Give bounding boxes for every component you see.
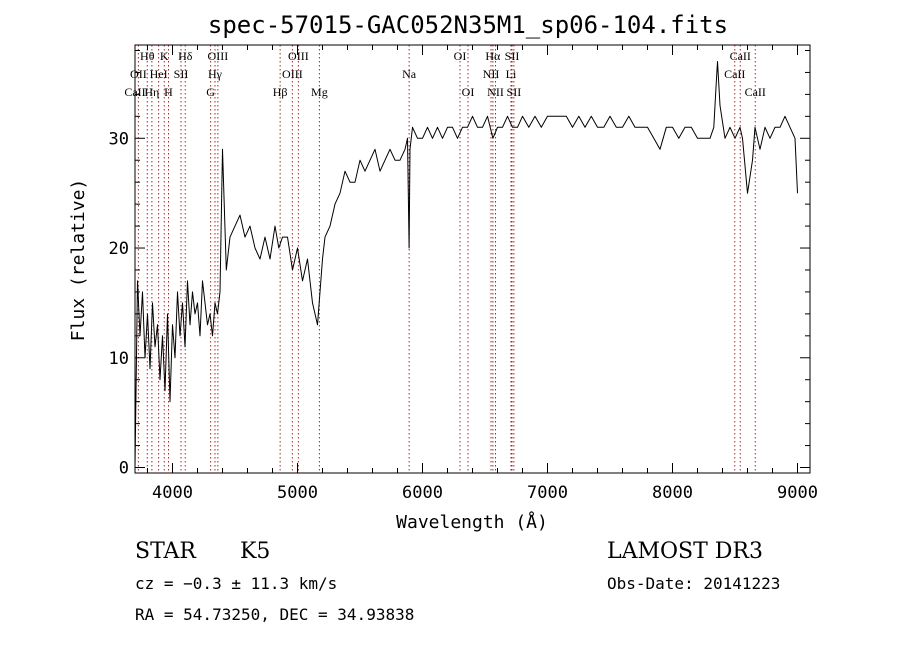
line-label-24: SII xyxy=(507,85,522,99)
line-label-11: G xyxy=(206,85,215,99)
subclass-label: K5 xyxy=(240,539,270,564)
line-label-18: OI xyxy=(462,85,475,99)
line-label-4: HeI xyxy=(150,67,168,81)
y-tick-label-0: 0 xyxy=(119,459,129,479)
y-tick-label-1: 10 xyxy=(109,349,129,369)
line-label-19: Hα xyxy=(485,49,501,63)
line-label-9: OIII xyxy=(208,49,229,63)
line-label-12: OIII xyxy=(288,49,309,63)
spectrum-line-0 xyxy=(134,61,798,468)
line-label-6: Hδ xyxy=(178,49,193,63)
x-tick-label-1: 5000 xyxy=(277,483,318,503)
line-label-15: Mg xyxy=(311,85,328,99)
line-label-17: OI xyxy=(454,49,467,63)
coordinates-label: RA = 54.73250, DEC = 34.93838 xyxy=(135,605,414,624)
line-label-10: Hγ xyxy=(208,67,223,81)
axis-ticks: 4000 5000 6000 7000 8000 9000 0 10 20 30 xyxy=(109,45,818,503)
spectrum-series xyxy=(134,61,798,468)
y-axis-label: Flux (relative) xyxy=(68,179,89,342)
x-tick-label-3: 7000 xyxy=(527,483,568,503)
line-label-22: Li xyxy=(506,67,517,81)
line-label-23: NII xyxy=(487,85,504,99)
line-label-26: CaII xyxy=(724,67,745,81)
redshift-label: cz = −0.3 ± 11.3 km/s xyxy=(135,574,337,593)
y-tick-label-3: 30 xyxy=(109,129,129,149)
x-tick-label-2: 6000 xyxy=(402,483,443,503)
line-label-1: OII xyxy=(130,67,147,81)
line-label-5: Hη xyxy=(144,85,159,99)
class-label: STAR xyxy=(135,539,197,564)
line-label-2: CaII xyxy=(124,85,145,99)
x-tick-label-0: 4000 xyxy=(152,483,193,503)
y-tick-label-2: 20 xyxy=(109,239,129,259)
line-label-8: H xyxy=(164,85,173,99)
line-label-14: Hβ xyxy=(273,85,288,99)
line-label-20: SII xyxy=(505,49,520,63)
line-label-27: CaII xyxy=(745,85,766,99)
x-tick-label-5: 9000 xyxy=(777,483,818,503)
obs-date-label: Obs-Date: 20141223 xyxy=(607,574,780,593)
line-label-16: Na xyxy=(402,67,417,81)
line-label-25: CaII xyxy=(730,49,751,63)
line-label-3: K xyxy=(160,49,169,63)
line-label-13: OIII xyxy=(282,67,303,81)
chart-title: spec-57015-GAC052N35M1_sp06-104.fits xyxy=(208,11,728,39)
plot-frame xyxy=(134,44,811,474)
x-axis-label: Wavelength (Å) xyxy=(396,511,548,533)
spectral-line-markers xyxy=(134,45,756,473)
line-label-7: SII xyxy=(174,67,189,81)
line-label-0: Hθ xyxy=(140,49,155,63)
survey-label: LAMOST DR3 xyxy=(607,539,763,564)
line-label-21: NII xyxy=(483,67,500,81)
x-tick-label-4: 8000 xyxy=(652,483,693,503)
